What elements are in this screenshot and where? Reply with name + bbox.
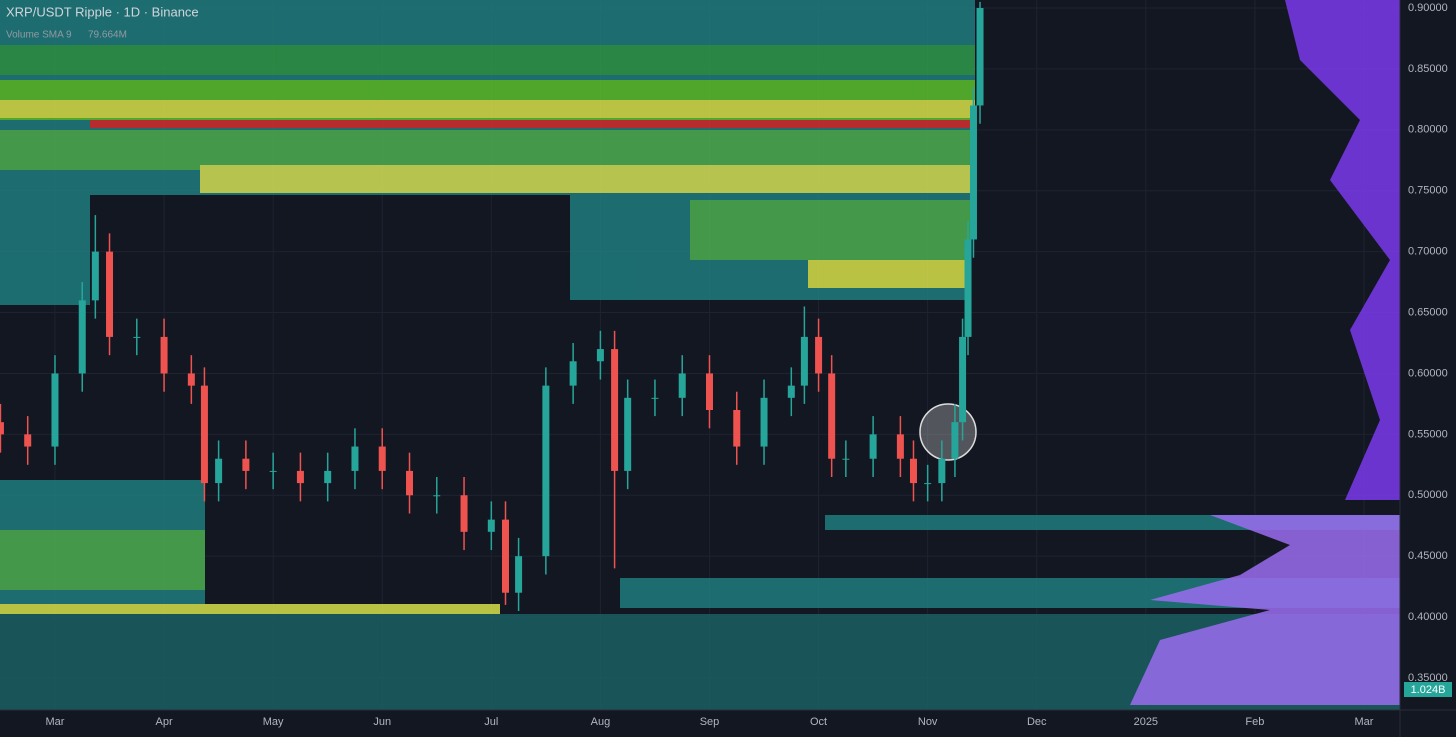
- candle-body: [187, 373, 195, 386]
- y-tick-label: 0.55000: [1408, 428, 1448, 440]
- candle-body: [406, 470, 414, 496]
- candle-body: [433, 495, 441, 497]
- candle-body: [569, 361, 577, 386]
- candle-body: [976, 8, 984, 106]
- candle-body: [611, 349, 619, 471]
- candle-body: [938, 458, 946, 484]
- x-tick-label: Jun: [373, 716, 391, 728]
- candle-body: [705, 373, 713, 410]
- y-tick-label: 0.60000: [1408, 367, 1448, 379]
- candle-body: [242, 458, 250, 471]
- profile-shape: [1130, 515, 1400, 705]
- heat-band: [200, 165, 975, 193]
- candle-body: [487, 519, 495, 532]
- candle-body: [951, 422, 959, 459]
- heatmap: [0, 0, 1400, 710]
- heat-band: [0, 195, 90, 305]
- heat-band: [690, 200, 970, 260]
- candle-body: [460, 495, 468, 532]
- candle-body: [787, 385, 795, 398]
- candle-body: [828, 373, 836, 459]
- candle-body: [160, 336, 168, 374]
- candle-body: [0, 422, 4, 435]
- x-tick-label: Aug: [591, 716, 611, 728]
- candle-body: [106, 251, 114, 337]
- x-tick-label: Dec: [1027, 716, 1047, 728]
- candle-body: [378, 446, 386, 471]
- candle-body: [733, 410, 741, 447]
- candle-body: [959, 336, 967, 423]
- candle-body: [760, 397, 768, 447]
- candle-body: [969, 105, 977, 240]
- x-tick-label: Mar: [1355, 716, 1374, 728]
- candle-body: [78, 300, 86, 374]
- candle-body: [678, 373, 686, 398]
- x-tick-label: Feb: [1245, 716, 1264, 728]
- candle-body: [924, 483, 932, 485]
- candle-body: [133, 336, 141, 338]
- candle-body: [869, 434, 877, 459]
- candle-body: [515, 556, 523, 593]
- candle-body: [51, 373, 59, 447]
- indicator-value: 79.664M: [88, 30, 127, 41]
- cursor-highlight: [919, 403, 977, 461]
- heat-band: [0, 604, 500, 614]
- y-tick-label: 0.90000: [1408, 2, 1448, 14]
- candle-body: [200, 385, 208, 484]
- y-tick-label: 0.85000: [1408, 63, 1448, 75]
- y-tick-label: 0.45000: [1408, 550, 1448, 562]
- candle-body: [651, 397, 659, 399]
- heat-band: [0, 45, 975, 75]
- heat-band: [0, 530, 205, 590]
- candle-body: [91, 251, 99, 301]
- candle-body: [842, 458, 850, 460]
- y-tick-label: 0.40000: [1408, 611, 1448, 623]
- candle-body: [624, 397, 632, 471]
- y-tick-label: 0.50000: [1408, 489, 1448, 501]
- y-tick-label: 0.70000: [1408, 246, 1448, 258]
- x-tick-label: Jul: [484, 716, 498, 728]
- x-tick-label: Apr: [156, 716, 173, 728]
- x-tick-label: Sep: [700, 716, 720, 728]
- candle-body: [596, 349, 604, 362]
- candle-body: [896, 434, 904, 459]
- x-tick-label: May: [263, 716, 284, 728]
- profile-shape: [1285, 0, 1400, 500]
- candle-body: [800, 336, 808, 386]
- y-tick-label: 0.35000: [1408, 672, 1448, 684]
- candle-body: [815, 336, 823, 374]
- heat-band: [90, 120, 975, 128]
- candle-body: [502, 519, 510, 593]
- x-tick-label: Nov: [918, 716, 938, 728]
- x-tick-label: 2025: [1134, 716, 1158, 728]
- candle-body: [324, 470, 332, 484]
- candle-body: [296, 470, 304, 484]
- x-tick-label: Oct: [810, 716, 827, 728]
- y-tick-label: 0.75000: [1408, 185, 1448, 197]
- y-tick-label: 0.65000: [1408, 306, 1448, 318]
- candle-body: [215, 458, 223, 484]
- volume-profile: [1130, 0, 1400, 705]
- candle-body: [24, 434, 32, 447]
- candles: [0, 1, 984, 611]
- volume-badge: [1404, 682, 1452, 697]
- indicator-name: Volume SMA 9: [6, 30, 72, 41]
- heat-band: [0, 130, 975, 170]
- volume-label: 1.024B: [1411, 684, 1446, 696]
- heat-band: [0, 100, 975, 118]
- candle-body: [269, 470, 277, 472]
- symbol-title: XRP/USDT Ripple · 1D · Binance: [6, 4, 199, 19]
- x-tick-label: Mar: [46, 716, 65, 728]
- heat-band: [808, 260, 970, 288]
- y-tick-label: 0.80000: [1408, 124, 1448, 136]
- candle-body: [351, 446, 359, 471]
- candle-body: [964, 239, 972, 337]
- candle-body: [909, 458, 917, 484]
- candle-body: [542, 385, 550, 557]
